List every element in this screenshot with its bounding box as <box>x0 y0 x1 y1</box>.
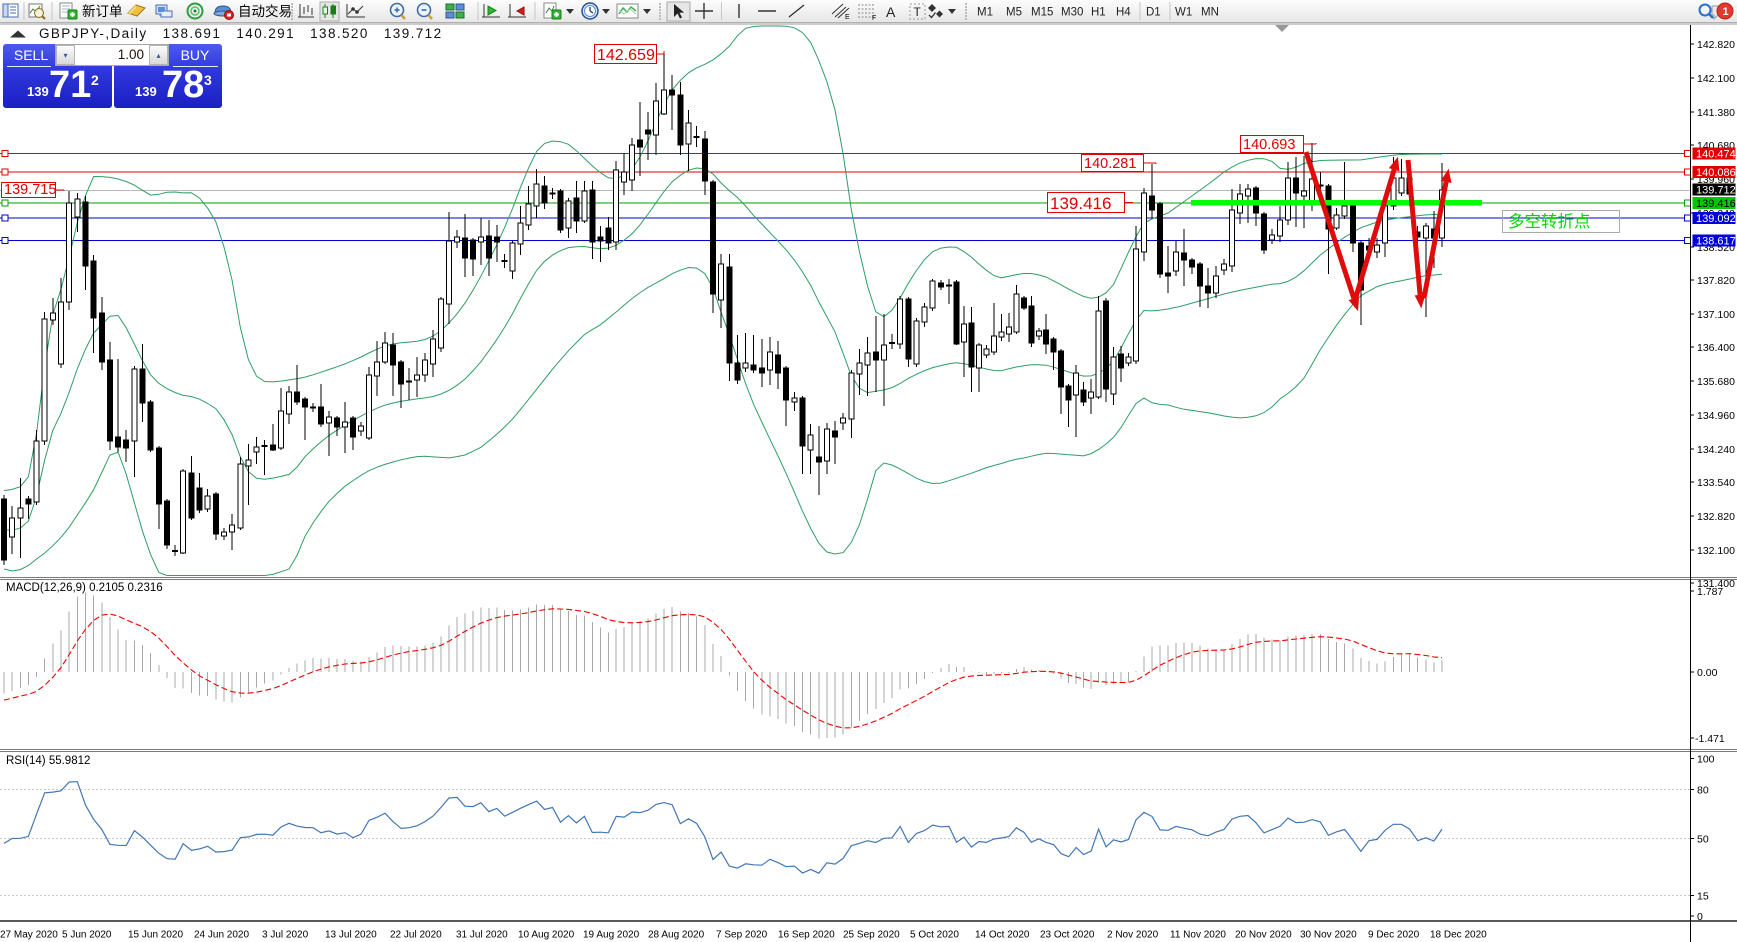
svg-text:135.680: 135.680 <box>1697 376 1735 388</box>
svg-text:9 Dec 2020: 9 Dec 2020 <box>1368 930 1420 941</box>
svg-text:22 Jul 2020: 22 Jul 2020 <box>390 930 442 941</box>
svg-text:134.240: 134.240 <box>1697 444 1735 456</box>
svg-text:19 Aug 2020: 19 Aug 2020 <box>583 930 640 941</box>
svg-text:28 Aug 2020: 28 Aug 2020 <box>648 930 705 941</box>
svg-text:M1: M1 <box>977 7 993 19</box>
svg-text:A: A <box>886 4 896 20</box>
svg-text:27 May 2020: 27 May 2020 <box>0 930 58 941</box>
svg-text:25 Sep 2020: 25 Sep 2020 <box>843 930 900 941</box>
svg-text:16 Sep 2020: 16 Sep 2020 <box>778 930 835 941</box>
svg-text:7 Sep 2020: 7 Sep 2020 <box>716 930 768 941</box>
svg-text:24 Jun 2020: 24 Jun 2020 <box>194 930 249 941</box>
svg-text:5 Jun 2020: 5 Jun 2020 <box>62 930 112 941</box>
svg-text:-1.471: -1.471 <box>1695 733 1725 745</box>
svg-text:13 Jul 2020: 13 Jul 2020 <box>325 930 377 941</box>
svg-text:10 Aug 2020: 10 Aug 2020 <box>518 930 575 941</box>
svg-text:GBPJPY-,Daily 138.691 140.291: GBPJPY-,Daily 138.691 140.291 138.520 13… <box>39 26 442 41</box>
svg-text:H4: H4 <box>1116 7 1131 19</box>
svg-text:E: E <box>845 14 850 21</box>
svg-text:138.617: 138.617 <box>1696 236 1736 248</box>
svg-text:5 Oct 2020: 5 Oct 2020 <box>910 930 959 941</box>
svg-text:多空转折点: 多空转折点 <box>1508 212 1591 231</box>
svg-text:139.416: 139.416 <box>1050 194 1111 213</box>
svg-text:140.281: 140.281 <box>1084 156 1136 172</box>
svg-text:142.100: 142.100 <box>1697 73 1735 85</box>
svg-text:M5: M5 <box>1006 7 1022 19</box>
svg-text:20 Nov 2020: 20 Nov 2020 <box>1235 930 1292 941</box>
svg-text:23 Oct 2020: 23 Oct 2020 <box>1040 930 1095 941</box>
svg-text:131.400: 131.400 <box>1697 578 1735 590</box>
svg-text:H1: H1 <box>1091 7 1106 19</box>
svg-text:15 Jun 2020: 15 Jun 2020 <box>128 930 183 941</box>
svg-text:2 Nov 2020: 2 Nov 2020 <box>1107 930 1159 941</box>
svg-text:MACD(12,26,9) 0.2105 0.2316: MACD(12,26,9) 0.2105 0.2316 <box>6 582 163 594</box>
svg-text:W1: W1 <box>1175 7 1192 19</box>
svg-text:D1: D1 <box>1146 7 1161 19</box>
svg-text:132.100: 132.100 <box>1697 545 1735 557</box>
svg-text:139.715: 139.715 <box>4 182 56 198</box>
svg-text:MN: MN <box>1201 7 1219 19</box>
svg-text:M30: M30 <box>1061 7 1083 19</box>
svg-text:15: 15 <box>1697 891 1709 903</box>
svg-text:1.787: 1.787 <box>1697 586 1723 598</box>
svg-text:新订单: 新订单 <box>82 4 123 19</box>
svg-text:自动交易: 自动交易 <box>238 3 292 19</box>
svg-text:14 Oct 2020: 14 Oct 2020 <box>975 930 1030 941</box>
svg-text:137.820: 137.820 <box>1697 275 1735 287</box>
svg-text:140.693: 140.693 <box>1243 137 1295 153</box>
svg-text:139.712: 139.712 <box>1696 185 1736 197</box>
svg-text:0.00: 0.00 <box>1697 667 1718 679</box>
svg-text:142.659: 142.659 <box>597 47 655 64</box>
svg-text:RSI(14) 55.9812: RSI(14) 55.9812 <box>6 755 90 767</box>
svg-text:11 Nov 2020: 11 Nov 2020 <box>1170 930 1226 941</box>
svg-text:140.474: 140.474 <box>1696 149 1736 161</box>
svg-text:3 Jul 2020: 3 Jul 2020 <box>262 930 309 941</box>
svg-text:M15: M15 <box>1031 7 1053 19</box>
svg-text:132.820: 132.820 <box>1697 511 1735 523</box>
svg-text:18 Dec 2020: 18 Dec 2020 <box>1430 930 1487 941</box>
svg-text:133.540: 133.540 <box>1697 477 1735 489</box>
svg-text:F: F <box>872 15 876 22</box>
svg-text:137.100: 137.100 <box>1697 309 1735 321</box>
svg-text:T: T <box>914 5 922 19</box>
svg-text:0: 0 <box>1697 911 1703 923</box>
svg-text:141.380: 141.380 <box>1697 107 1735 119</box>
svg-text:140.086: 140.086 <box>1696 167 1736 179</box>
svg-text:80: 80 <box>1697 785 1709 797</box>
svg-text:1: 1 <box>1723 6 1729 18</box>
svg-text:50: 50 <box>1697 834 1709 846</box>
svg-text:100: 100 <box>1697 754 1715 766</box>
svg-text:30 Nov 2020: 30 Nov 2020 <box>1300 930 1357 941</box>
svg-text:136.400: 136.400 <box>1697 342 1735 354</box>
svg-text:139.092: 139.092 <box>1696 213 1736 225</box>
svg-text:142.820: 142.820 <box>1697 39 1735 51</box>
svg-text:134.960: 134.960 <box>1697 410 1735 422</box>
svg-text:139.416: 139.416 <box>1696 198 1736 210</box>
svg-text:31 Jul 2020: 31 Jul 2020 <box>456 930 508 941</box>
